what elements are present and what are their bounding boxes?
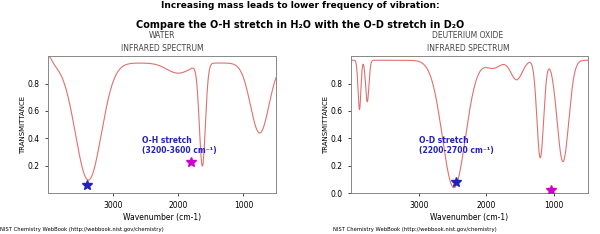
Text: NIST Chemistry WebBook (http://webbook.nist.gov/chemistry): NIST Chemistry WebBook (http://webbook.n… [0, 227, 164, 232]
Text: INFRARED SPECTRUM: INFRARED SPECTRUM [121, 44, 203, 53]
Y-axis label: TRANSMITTANCE: TRANSMITTANCE [323, 95, 329, 154]
Text: INFRARED SPECTRUM: INFRARED SPECTRUM [427, 44, 509, 53]
Text: WATER: WATER [149, 31, 175, 40]
X-axis label: Wavenumber (cm-1): Wavenumber (cm-1) [123, 213, 201, 222]
Y-axis label: TRANSMITTANCE: TRANSMITTANCE [20, 95, 26, 154]
Text: Increasing mass leads to lower frequency of vibration:: Increasing mass leads to lower frequency… [161, 1, 439, 10]
Text: NIST Chemistry WebBook (http://webbook.nist.gov/chemistry): NIST Chemistry WebBook (http://webbook.n… [333, 227, 497, 232]
Text: O-D stretch
(2200-2700 cm⁻¹): O-D stretch (2200-2700 cm⁻¹) [419, 135, 493, 155]
Text: O-H stretch
(3200-3600 cm⁻¹): O-H stretch (3200-3600 cm⁻¹) [142, 135, 217, 155]
Text: Compare the O-H stretch in H₂O with the O-D stretch in D₂O: Compare the O-H stretch in H₂O with the … [136, 20, 464, 30]
X-axis label: Wavenumber (cm-1): Wavenumber (cm-1) [430, 213, 509, 222]
Text: DEUTERIUM OXIDE: DEUTERIUM OXIDE [433, 31, 503, 40]
